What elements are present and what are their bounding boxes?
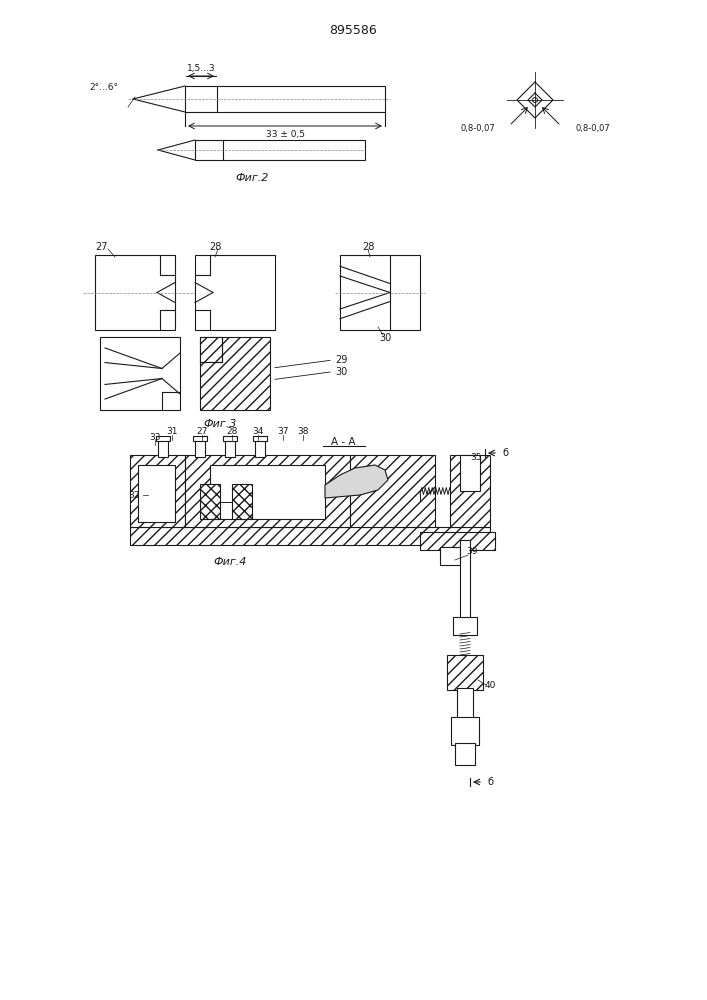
Bar	[350, 455, 435, 527]
Text: б: б	[487, 777, 493, 787]
Text: 27: 27	[197, 428, 208, 436]
Bar	[232, 484, 252, 519]
Text: 2°...6°: 2°...6°	[89, 83, 118, 92]
Bar	[420, 532, 495, 550]
Bar	[253, 436, 267, 441]
Bar	[193, 436, 207, 441]
Bar	[453, 617, 477, 635]
Bar	[158, 439, 168, 457]
Text: 29: 29	[335, 355, 347, 365]
Bar	[455, 743, 475, 765]
Bar	[195, 255, 275, 330]
Text: 30: 30	[335, 367, 347, 377]
Bar	[225, 439, 235, 457]
Bar	[340, 255, 420, 330]
Text: 40: 40	[484, 680, 496, 690]
Bar	[451, 717, 479, 745]
Text: 35: 35	[470, 452, 481, 462]
Text: 1,5...3: 1,5...3	[187, 64, 216, 74]
Text: Фиг.2: Фиг.2	[235, 173, 269, 183]
Bar	[130, 455, 185, 527]
Text: 28: 28	[226, 428, 238, 436]
Bar	[185, 455, 350, 527]
Bar	[95, 255, 175, 330]
Text: 38: 38	[297, 428, 309, 436]
Text: 28: 28	[209, 242, 221, 252]
Bar	[460, 540, 470, 620]
Text: 0,8-0,07: 0,8-0,07	[575, 123, 609, 132]
Bar	[200, 337, 270, 410]
Text: 37: 37	[277, 428, 288, 436]
Text: 32: 32	[129, 490, 140, 499]
Bar	[185, 86, 385, 112]
Text: 30: 30	[379, 333, 391, 343]
Bar	[457, 688, 473, 718]
Text: 34: 34	[252, 428, 264, 436]
Bar	[195, 439, 205, 457]
Bar	[223, 436, 237, 441]
Text: Фиг.3: Фиг.3	[204, 419, 237, 429]
Bar	[255, 439, 265, 457]
Text: Фиг.4: Фиг.4	[214, 557, 247, 567]
Circle shape	[358, 478, 362, 482]
Bar	[100, 337, 180, 410]
Bar	[138, 465, 175, 522]
Text: 895586: 895586	[329, 23, 377, 36]
Bar	[210, 465, 325, 519]
Text: 39: 39	[466, 548, 478, 556]
Text: 31: 31	[166, 428, 177, 436]
Circle shape	[352, 472, 368, 488]
Text: 33: 33	[149, 432, 160, 442]
Text: 27: 27	[95, 242, 108, 252]
Text: б: б	[502, 448, 508, 458]
Bar	[460, 455, 480, 491]
Circle shape	[532, 98, 537, 103]
Text: А - А: А - А	[331, 437, 355, 447]
Bar	[440, 547, 460, 565]
Bar	[447, 655, 483, 690]
Bar	[130, 527, 490, 545]
Polygon shape	[325, 465, 388, 498]
Bar	[200, 484, 220, 519]
Text: 28: 28	[362, 242, 374, 252]
Bar	[200, 337, 222, 362]
Text: 0,8-0,07: 0,8-0,07	[460, 123, 495, 132]
Bar	[195, 140, 365, 160]
Text: 33 ± 0,5: 33 ± 0,5	[266, 129, 305, 138]
Bar	[156, 436, 170, 441]
Bar	[450, 455, 490, 527]
